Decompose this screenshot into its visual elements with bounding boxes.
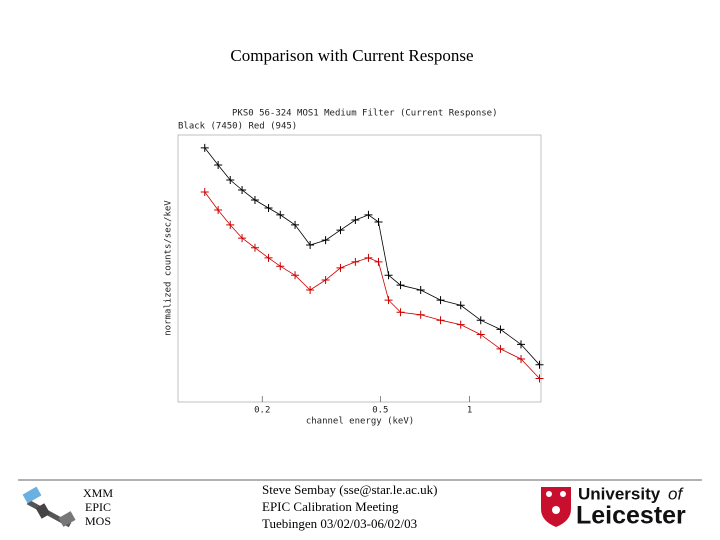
data-point xyxy=(535,374,544,383)
plot-subtitle: Black (7450) Red (945) xyxy=(178,122,297,132)
spectrum-line xyxy=(204,191,540,379)
data-point xyxy=(200,188,209,197)
footer-meeting: EPIC Calibration Meeting xyxy=(262,499,399,514)
x-tick-label: 1 xyxy=(467,406,472,416)
footer-left: MOS xyxy=(85,514,111,528)
logo-text: Leicester xyxy=(576,502,686,530)
footer-left: XMM xyxy=(83,486,113,500)
spectrum-line xyxy=(204,147,540,366)
university-logo: University of Leicester xyxy=(541,484,686,530)
footer-author: Steve Sembay (sse@star.le.ac.uk) xyxy=(262,482,438,497)
satellite-icon xyxy=(22,486,76,528)
y-axis-label: normalized counts/sec/keV xyxy=(164,200,174,336)
footer-place: Tuebingen 03/02/03-06/02/03 xyxy=(262,516,417,531)
x-tick-label: 0.5 xyxy=(372,406,388,416)
logo-text: University xyxy=(578,484,661,503)
slide-title: Comparison with Current Response xyxy=(230,46,473,65)
logo-text: of xyxy=(668,484,684,503)
plot-frame xyxy=(177,134,542,403)
footer-left: EPIC xyxy=(85,500,111,514)
x-tick-label: 0.2 xyxy=(254,406,270,416)
plot-title: PKS0 56-324 MOS1 Medium Filter (Current … xyxy=(232,109,498,119)
x-axis-label: channel energy (keV) xyxy=(306,417,414,427)
